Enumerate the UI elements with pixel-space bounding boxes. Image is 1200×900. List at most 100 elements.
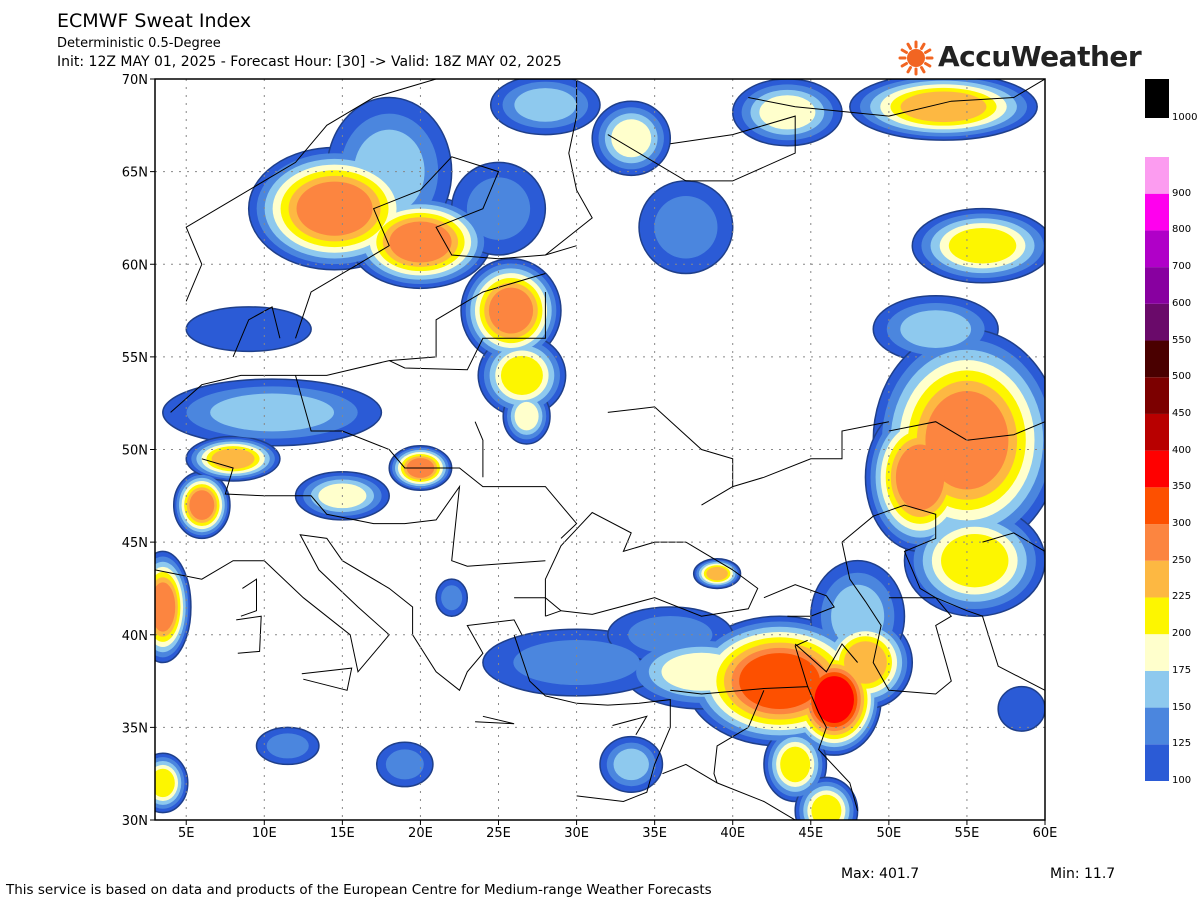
colorbar-swatch-100 (1145, 744, 1169, 781)
colorbar-label-125: 125 (1172, 738, 1192, 750)
lat-label: 60N (122, 258, 148, 273)
coast-line-32 (732, 421, 889, 488)
accuweather-logo: AccuWeather (898, 40, 1143, 76)
lon-label: 50E (876, 826, 901, 841)
colorbar-swatch-1000 (1145, 79, 1169, 118)
coast-line-7 (513, 634, 671, 803)
ecmwf-attribution: This service is based on data and produc… (6, 882, 712, 898)
sweat-index-fields (155, 79, 1045, 820)
colorbar-label-250: 250 (1172, 554, 1192, 566)
colorbar-swatch-400 (1145, 413, 1169, 451)
colorbar-swatch-500 (1145, 340, 1169, 378)
coast-line-27 (794, 643, 858, 673)
colorbar-swatch-250 (1145, 524, 1169, 561)
coast-line-29 (888, 597, 1045, 691)
colorbar-label-400: 400 (1172, 444, 1192, 456)
lat-label: 45N (122, 536, 148, 551)
coast-line-25 (713, 690, 765, 784)
colorbar-swatch-200 (1145, 597, 1169, 635)
colorbar-swatch-550 (1145, 303, 1169, 341)
coast-line-26 (662, 763, 797, 820)
coast-line-14 (475, 715, 515, 725)
lat-label: 65N (122, 166, 148, 181)
graticule (155, 79, 1045, 820)
lat-label: 30N (122, 814, 148, 829)
coast-line-18 (295, 375, 578, 539)
coast-line-17 (388, 292, 546, 371)
coast-line-19 (201, 458, 546, 567)
lon-label: 60E (1033, 826, 1058, 841)
colorbar-label-200: 200 (1172, 628, 1192, 640)
init-valid-line: Init: 12Z MAY 01, 2025 - Forecast Hour: … (57, 54, 562, 70)
coast-line-13 (301, 667, 353, 691)
colorbar-swatch-600 (1145, 267, 1169, 304)
lat-label: 50N (122, 444, 148, 459)
colorbar-swatch-175 (1145, 634, 1169, 671)
lon-label: 55E (955, 826, 980, 841)
coast-line-8 (544, 511, 759, 617)
lon-label: 25E (486, 826, 511, 841)
coast-line-15 (612, 715, 648, 736)
lon-label: 20E (408, 826, 433, 841)
colorbar-label-500: 500 (1172, 371, 1192, 383)
colorbar-label-700: 700 (1172, 261, 1192, 273)
colorbar-label-150: 150 (1172, 701, 1192, 713)
colorbar-label-300: 300 (1172, 518, 1192, 530)
colorbar-swatch-350 (1145, 450, 1169, 488)
colorbar-label-225: 225 (1172, 591, 1192, 603)
colorbar-swatch-700 (1145, 230, 1169, 268)
colorbar-label-900: 900 (1172, 187, 1192, 199)
coast-line-2 (232, 306, 281, 358)
coast-line-4 (607, 115, 796, 182)
max-value: Max: 401.7 (841, 866, 920, 882)
colorbar-label-450: 450 (1172, 407, 1192, 419)
coast-line-1 (295, 156, 577, 339)
lon-label: 30E (564, 826, 589, 841)
map-axes: 5E 10E 15E 20E 25E 30E 35E 40E 45E 50E 55E 60E 30N 35… (122, 73, 1058, 841)
lon-label: 10E (252, 826, 277, 841)
colorbar-label-350: 350 (1172, 481, 1192, 493)
coast-line-6 (155, 534, 523, 692)
coast-line-22 (763, 584, 835, 617)
lon-label: 5E (178, 826, 195, 841)
sun-icon (898, 40, 934, 76)
contour-band-350 (814, 676, 854, 724)
chart-title: ECMWF Sweat Index (57, 10, 252, 32)
colorbar-label-100: 100 (1172, 775, 1192, 786)
coast-line-23 (514, 597, 562, 612)
lat-label: 40N (122, 629, 148, 644)
colorbar-swatch-300 (1145, 487, 1169, 525)
lat-label: 55N (122, 351, 148, 366)
coast-line-9 (841, 504, 953, 695)
coast-line-5 (748, 79, 1045, 117)
colorbar-label-800: 800 (1172, 224, 1192, 236)
colorbar-swatch-450 (1145, 377, 1169, 414)
colorbar-swatch-900 (1145, 157, 1169, 194)
colorbar-swatch-225 (1145, 560, 1169, 598)
colorbar-label-550: 550 (1172, 334, 1192, 346)
colorbar-swatch-125 (1145, 707, 1169, 745)
lon-label: 15E (330, 826, 355, 841)
coastlines-borders (155, 79, 1045, 820)
colorbar (1145, 79, 1169, 781)
min-value: Min: 11.7 (1050, 866, 1116, 882)
coast-line-3 (170, 273, 546, 413)
chart-subtitle: Deterministic 0.5-Degree (57, 36, 221, 51)
colorbar-swatch-150 (1145, 670, 1169, 708)
lon-label: 40E (720, 826, 745, 841)
coast-line-30 (982, 532, 1045, 552)
coast-line-20 (607, 406, 734, 506)
colorbar-label-175: 175 (1172, 664, 1192, 676)
coast-line-28 (807, 686, 859, 811)
lon-label: 35E (642, 826, 667, 841)
colorbar-swatch-800 (1145, 193, 1169, 231)
lat-label: 35N (122, 721, 148, 736)
colorbar-label-600: 600 (1172, 297, 1192, 309)
lon-label: 45E (798, 826, 823, 841)
coast-line-0 (185, 79, 577, 302)
brand-name: AccuWeather (938, 40, 1142, 73)
coast-line-24 (670, 639, 809, 695)
coast-line-21 (474, 421, 484, 478)
lat-label: 70N (122, 73, 148, 88)
